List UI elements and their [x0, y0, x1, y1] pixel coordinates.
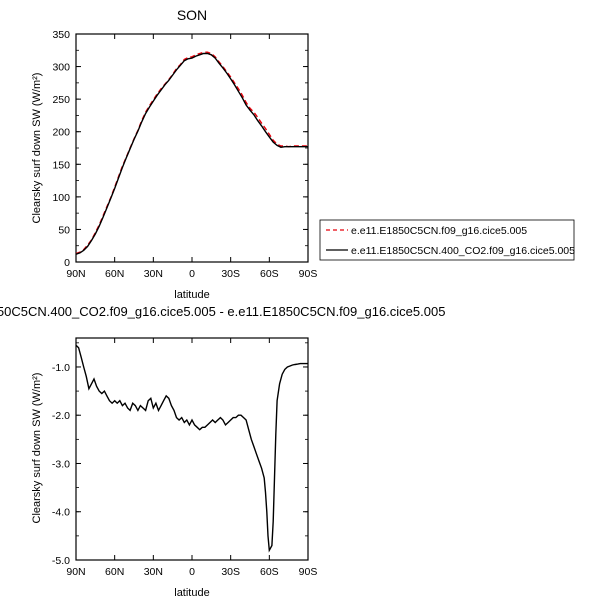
x-tick-label: 60N	[105, 566, 124, 578]
y-axis-label: Clearsky surf down SW (W/m²)	[31, 73, 43, 224]
series-line-2	[75, 52, 308, 255]
x-axis-label: latitude	[174, 289, 209, 301]
plot-frame	[75, 33, 309, 263]
y-tick-label: -4.0	[52, 507, 70, 519]
y-tick-label: 300	[52, 62, 70, 74]
plot-area	[75, 344, 308, 553]
y-tick-label: 150	[52, 159, 70, 171]
x-tick-label: 60N	[105, 268, 124, 280]
x-axis-label: latitude	[174, 587, 209, 599]
x-axis-ticks: 90N 60N 30N 0 30S 60S 90S	[66, 338, 317, 578]
x-tick-label: 0	[189, 566, 195, 578]
x-tick-label: 60S	[260, 268, 279, 280]
top-chart: SON 90N 60N 30N 0 30S 60S 90S 0 50 100 150 200 250 3…	[31, 7, 575, 301]
x-tick-label: 90S	[299, 268, 318, 280]
y-tick-label: 50	[58, 224, 70, 236]
y-axis-label: Clearsky surf down SW (W/m²)	[31, 373, 43, 524]
y-tick-label: 250	[52, 94, 70, 106]
y-tick-label: 0	[64, 257, 70, 269]
x-tick-label: 30S	[221, 566, 240, 578]
x-axis-ticks: 90N 60N 30N 0 30S 60S 90S	[66, 34, 317, 280]
x-tick-label: 90N	[66, 268, 85, 280]
y-axis-ticks: 0 50 100 150 200 250 300 350	[52, 29, 308, 269]
chart-title: SON	[177, 7, 207, 23]
y-tick-label: -2.0	[52, 410, 70, 422]
y-axis-ticks: -5.0 -4.0 -3.0 -2.0 -1.0	[52, 342, 308, 567]
y-tick-label: 350	[52, 29, 70, 41]
x-tick-label: 60S	[260, 566, 279, 578]
x-tick-label: 30S	[221, 268, 240, 280]
y-tick-label: -3.0	[52, 458, 70, 470]
x-tick-label: 90S	[299, 566, 318, 578]
plot-area	[75, 51, 308, 255]
series-line-1	[75, 51, 308, 255]
bottom-chart: e.e11.E1850C5CN.400_CO2.f09_g16.cice5.00…	[0, 304, 445, 599]
y-tick-label: -5.0	[52, 555, 70, 567]
x-tick-label: 30N	[144, 268, 163, 280]
y-tick-label: 200	[52, 127, 70, 139]
legend-box	[319, 219, 575, 261]
x-tick-label: 0	[189, 268, 195, 280]
y-tick-label: -1.0	[52, 362, 70, 374]
legend-label-series-2: e.e11.E1850C5CN.400_CO2.f09_g16.cice5.00…	[351, 245, 575, 257]
x-tick-label: 30N	[144, 566, 163, 578]
chart-title: e.e11.E1850C5CN.400_CO2.f09_g16.cice5.00…	[0, 304, 445, 319]
legend: e.e11.E1850C5CN.f09_g16.cice5.005 e.e11.…	[319, 219, 575, 261]
series-line-1	[75, 344, 308, 553]
x-tick-label: 90N	[66, 566, 85, 578]
legend-label-series-1: e.e11.E1850C5CN.f09_g16.cice5.005	[351, 225, 527, 237]
y-tick-label: 100	[52, 192, 70, 204]
